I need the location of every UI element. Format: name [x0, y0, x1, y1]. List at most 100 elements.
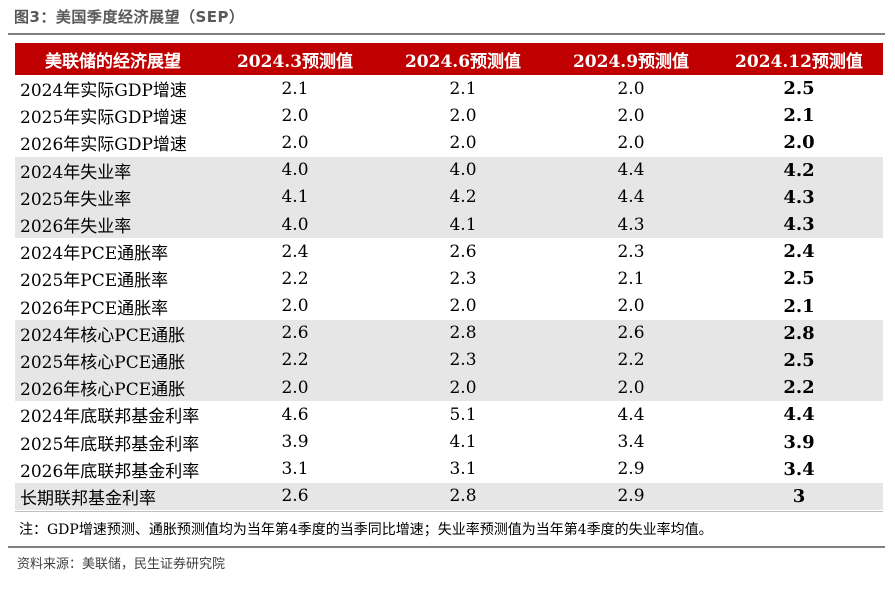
row-label: 2025年PCE通胀率	[20, 271, 169, 292]
value-cell: 2.0	[617, 78, 645, 99]
value-cell: 2.0	[379, 374, 547, 402]
value-cell: 2.0	[281, 105, 309, 126]
value-cell: 2.8	[379, 482, 547, 510]
row-label: 2026年PCE通胀率	[20, 298, 169, 319]
row-label: 2025年核心PCE通胀	[15, 346, 211, 375]
value-cell: 4.4	[547, 156, 715, 184]
value-cell: 2.1	[281, 78, 309, 99]
row-label: 2025年底联邦基金利率	[20, 434, 200, 455]
value-cell: 4.0	[211, 156, 379, 184]
row-label: 2024年核心PCE通胀	[15, 319, 211, 347]
value-cell: 3.1	[281, 459, 309, 480]
value-cell: 4.2	[715, 156, 883, 184]
table-row: 2024年PCE通胀率 2.4 2.6 2.3 2.4	[15, 238, 883, 265]
row-label: 2026年失业率	[15, 210, 211, 239]
value-cell: 4.3	[547, 210, 715, 239]
value-cell: 4.4	[783, 404, 815, 426]
table-row: 2024年失业率 4.0 4.0 4.4 4.2	[15, 156, 883, 184]
value-cell: 2.0	[617, 105, 645, 126]
title-divider	[8, 33, 885, 35]
value-cell: 2.1	[783, 105, 815, 127]
value-cell: 2.0	[449, 105, 477, 126]
value-cell: 4.3	[715, 210, 883, 239]
table-row: 2025年实际GDP增速 2.0 2.0 2.0 2.1	[15, 102, 883, 129]
header-cell: 2024.12预测值	[715, 43, 883, 75]
row-label: 2024年PCE通胀率	[20, 244, 169, 265]
figure-title: 图3：美国季度经济展望（SEP）	[14, 8, 245, 26]
value-cell: 3.9	[783, 431, 815, 453]
table-header-row: 美联储的经济展望 2024.3预测值 2024.6预测值 2024.9预测值 2…	[15, 43, 883, 75]
value-cell: 2.1	[617, 268, 645, 289]
value-cell: 2.5	[783, 78, 815, 100]
value-cell: 2.3	[449, 268, 477, 289]
value-cell: 2.0	[617, 296, 645, 317]
row-label: 2025年失业率	[15, 183, 211, 211]
value-cell: 2.0	[449, 132, 477, 153]
value-cell: 2.4	[281, 241, 309, 262]
row-label: 2024年失业率	[15, 156, 211, 184]
value-cell: 2.9	[617, 459, 645, 480]
value-cell: 4.4	[617, 404, 645, 425]
row-label: 2026年实际GDP增速	[20, 135, 187, 156]
value-cell: 2.0	[211, 374, 379, 402]
value-cell: 2.0	[547, 374, 715, 402]
row-label: 长期联邦基金利率	[15, 482, 211, 510]
header-cell: 美联储的经济展望	[15, 43, 211, 75]
value-cell: 2.1	[449, 78, 477, 99]
value-cell: 4.1	[211, 183, 379, 211]
value-cell: 2.6	[211, 319, 379, 347]
value-cell: 3.4	[783, 458, 815, 480]
table-note: 注：GDP增速预测、通胀预测值均为当年第4季度的当季同比增速；失业率预测值为当年…	[19, 522, 713, 538]
value-cell: 4.6	[281, 404, 309, 425]
value-cell: 2.1	[783, 295, 815, 317]
value-cell: 5.1	[449, 404, 477, 425]
value-cell: 3.1	[449, 459, 477, 480]
value-cell: 2.9	[547, 482, 715, 510]
table-row: 2026年底联邦基金利率 3.1 3.1 2.9 3.4	[15, 456, 883, 483]
value-cell: 2.2	[281, 268, 309, 289]
value-cell: 4.0	[379, 156, 547, 184]
value-cell: 4.4	[547, 183, 715, 211]
table-row: 长期联邦基金利率 2.6 2.8 2.9 3	[15, 482, 883, 510]
value-cell: 2.2	[547, 346, 715, 375]
value-cell: 2.3	[379, 346, 547, 375]
value-cell: 2.6	[211, 482, 379, 510]
row-label: 2026年底联邦基金利率	[20, 461, 200, 482]
row-label: 2024年底联邦基金利率	[20, 407, 200, 428]
header-cell: 2024.3预测值	[211, 43, 379, 75]
footer-divider	[8, 546, 885, 548]
value-cell: 2.2	[715, 374, 883, 402]
value-cell: 4.3	[715, 183, 883, 211]
value-cell: 2.8	[379, 319, 547, 347]
table-row: 2025年PCE通胀率 2.2 2.3 2.1 2.5	[15, 265, 883, 292]
value-cell: 2.0	[449, 296, 477, 317]
table-row: 2026年核心PCE通胀 2.0 2.0 2.0 2.2	[15, 374, 883, 402]
header-cell: 2024.9预测值	[547, 43, 715, 75]
table-row: 2024年核心PCE通胀 2.6 2.8 2.6 2.8	[15, 319, 883, 347]
row-label: 2025年实际GDP增速	[20, 108, 187, 129]
header-cell: 2024.6预测值	[379, 43, 547, 75]
value-cell: 2.0	[281, 296, 309, 317]
value-cell: 2.5	[783, 268, 815, 290]
table-row: 2026年失业率 4.0 4.1 4.3 4.3	[15, 210, 883, 239]
value-cell: 2.6	[449, 241, 477, 262]
value-cell: 2.5	[715, 346, 883, 375]
value-cell: 4.2	[379, 183, 547, 211]
value-cell: 2.0	[281, 132, 309, 153]
value-cell: 2.4	[783, 241, 815, 263]
note-divider	[15, 511, 883, 512]
table-row: 2026年实际GDP增速 2.0 2.0 2.0 2.0	[15, 129, 883, 156]
table-row: 2025年核心PCE通胀 2.2 2.3 2.2 2.5	[15, 346, 883, 375]
value-cell: 2.0	[617, 132, 645, 153]
source-text: 资料来源：美联储，民生证券研究院	[17, 557, 226, 572]
table-row: 2024年底联邦基金利率 4.6 5.1 4.4 4.4	[15, 401, 883, 428]
table-row: 2025年失业率 4.1 4.2 4.4 4.3	[15, 183, 883, 211]
value-cell: 4.0	[211, 210, 379, 239]
value-cell: 4.1	[449, 432, 477, 453]
table-row: 2026年PCE通胀率 2.0 2.0 2.0 2.1	[15, 293, 883, 320]
value-cell: 2.6	[547, 319, 715, 347]
value-cell: 4.1	[379, 210, 547, 239]
value-cell: 2.0	[783, 132, 815, 154]
row-label: 2026年核心PCE通胀	[15, 374, 211, 402]
value-cell: 3	[715, 482, 883, 510]
